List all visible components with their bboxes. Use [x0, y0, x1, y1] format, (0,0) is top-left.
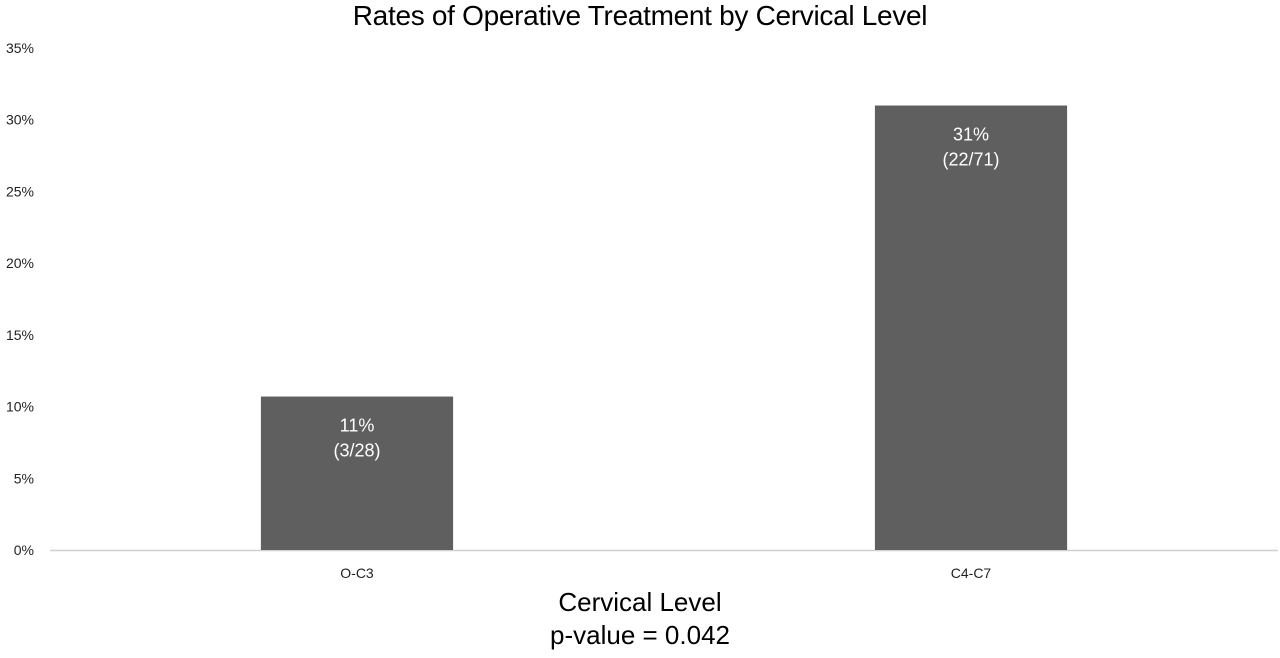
y-tick-label: 25% — [6, 183, 34, 199]
y-tick-label: 30% — [6, 112, 34, 128]
y-tick-label: 10% — [6, 399, 34, 415]
bar — [260, 396, 454, 550]
bar — [874, 105, 1068, 550]
data-label-count: (22/71) — [942, 150, 999, 170]
x-tick-label: O-C3 — [340, 565, 374, 581]
y-tick-label: 15% — [6, 327, 34, 343]
x-tick-label: C4-C7 — [951, 565, 992, 581]
p-value-label: p-value = 0.042 — [550, 620, 730, 650]
data-label-percent: 11% — [340, 416, 375, 436]
y-tick-label: 0% — [14, 542, 34, 558]
y-tick-label: 35% — [6, 40, 34, 56]
chart-title: Rates of Operative Treatment by Cervical… — [352, 0, 928, 31]
x-axis-label: Cervical Level — [558, 587, 722, 617]
y-tick-label: 20% — [6, 255, 34, 271]
data-label-percent: 31% — [953, 125, 989, 145]
y-tick-label: 5% — [14, 470, 34, 486]
data-label-count: (3/28) — [333, 441, 380, 461]
